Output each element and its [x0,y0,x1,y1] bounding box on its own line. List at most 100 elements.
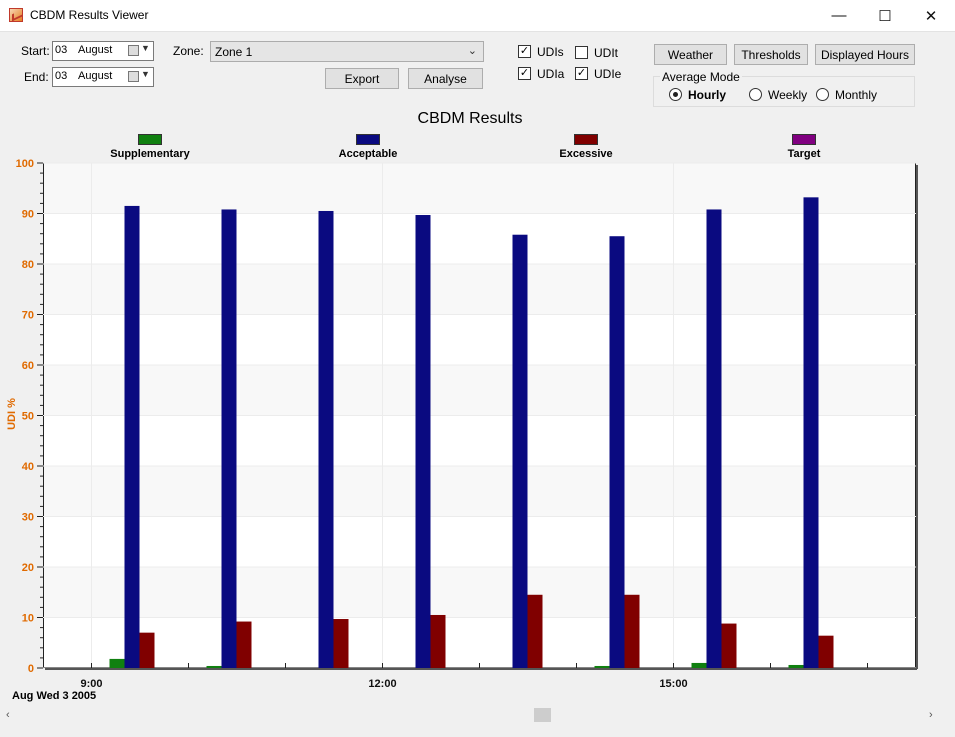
legend-swatch-excessive [574,134,598,145]
bar-excessive [236,621,252,668]
udia-checkbox[interactable]: ✓ [518,67,531,80]
check-icon: ✓ [519,45,530,57]
close-button[interactable]: ✕ [924,7,938,25]
average-mode-group [653,76,915,107]
export-button[interactable]: Export [325,68,399,89]
legend-swatch-acceptable [356,134,380,145]
dropdown-arrow-icon: ▼ [141,69,150,79]
start-month: August [78,44,113,56]
legend-label-target: Target [787,148,821,160]
legend-label-excessive: Excessive [559,148,613,160]
udis-checkbox[interactable]: ✓ [518,45,531,58]
dropdown-arrow-icon: ▼ [141,43,150,53]
grid-band [44,163,915,214]
bar-excessive [527,594,543,668]
thresholds-button[interactable]: Thresholds [734,44,808,65]
scroll-right-icon[interactable]: › [929,709,933,721]
bar-excessive [333,619,349,668]
legend-label-acceptable: Acceptable [338,148,398,160]
bar-supplementary [691,662,707,668]
bar-acceptable [124,205,140,669]
monthly-label: Monthly [835,88,878,102]
zone-dropdown[interactable]: Zone 1 ⌄ [210,41,484,62]
chart-title: CBDM Results [417,110,523,127]
bar-supplementary [788,664,804,668]
start-date-picker[interactable]: 03 August ▼ [52,41,154,61]
weekly-label: Weekly [768,88,808,102]
bar-acceptable [803,197,819,668]
end-day: 03 [55,70,68,82]
zone-value: Zone 1 [215,45,253,59]
y-tick-label: 60 [22,360,34,372]
analyse-button[interactable]: Analyse [408,68,483,89]
y-tick-label: 70 [22,310,34,322]
y-tick-label: 50 [22,411,34,423]
bar-excessive [721,623,737,668]
zone-label: Zone: [173,44,204,58]
udit-checkbox[interactable] [575,46,588,59]
x-tick-label: 15:00 [659,678,687,690]
bar-supplementary [206,665,222,668]
bar-supplementary [594,665,610,668]
calendar-icon [128,71,139,82]
end-date-picker[interactable]: 03 August ▼ [52,67,154,87]
weekly-radio[interactable] [749,88,762,101]
x-axis-caption: Aug Wed 3 2005 [12,690,97,702]
maximize-button[interactable]: ☐ [878,7,892,25]
y-tick-label: 40 [22,461,34,473]
udit-label: UDIt [594,46,618,60]
start-label: Start: [21,44,50,58]
udie-label: UDIe [594,67,622,81]
start-day: 03 [55,44,68,56]
bar-supplementary [109,658,125,668]
bar-chart: 0 10 20 30 40 50 60 70 80 90 100 9:00 12:00 15:00 [16,158,918,690]
end-month: August [78,70,113,82]
bar-excessive [818,635,834,668]
legend-swatch-target [792,134,816,145]
y-tick-label: 90 [22,209,34,221]
bar-acceptable [318,210,334,668]
weather-button[interactable]: Weather [654,44,727,65]
udie-checkbox[interactable]: ✓ [575,67,588,80]
bar-acceptable [415,215,431,668]
x-tick-label: 9:00 [80,678,102,690]
grid-band [44,264,915,315]
y-tick-label: 10 [22,613,34,625]
end-label: End: [24,70,49,84]
y-tick-label: 30 [22,512,34,524]
y-tick-label: 0 [28,663,34,675]
y-tick-label: 100 [16,158,34,170]
hourly-radio[interactable] [669,88,682,101]
average-mode-label: Average Mode [660,70,742,84]
x-tick-label: 12:00 [368,678,396,690]
bar-excessive [430,614,446,668]
bar-excessive [624,594,640,668]
bar-acceptable [512,234,528,668]
bar-acceptable [221,209,237,668]
monthly-radio[interactable] [816,88,829,101]
check-icon: ✓ [576,67,587,79]
scroll-left-icon[interactable]: ‹ [6,709,10,721]
y-tick-label: 80 [22,259,34,271]
udia-label: UDIa [537,67,565,81]
grid-band [44,567,915,618]
bar-acceptable [609,236,625,668]
check-icon: ✓ [519,67,530,79]
legend-swatch-supplementary [138,134,162,145]
hourly-label: Hourly [688,88,727,102]
title-bar [0,0,955,32]
grid-band [44,466,915,517]
calendar-icon [128,45,139,56]
udis-label: UDIs [537,45,564,59]
displayed-hours-button[interactable]: Displayed Hours [815,44,915,65]
window-title: CBDM Results Viewer [30,8,149,22]
app-chart-icon [9,8,23,22]
y-tick-label: 20 [22,562,34,574]
minimize-button[interactable]: — [831,7,847,24]
scrollbar-thumb[interactable] [534,708,551,722]
horizontal-scrollbar[interactable] [0,706,940,724]
bar-acceptable [706,209,722,668]
y-axis-label: UDI % [6,398,18,430]
bar-excessive [139,632,155,668]
grid-band [44,365,915,416]
